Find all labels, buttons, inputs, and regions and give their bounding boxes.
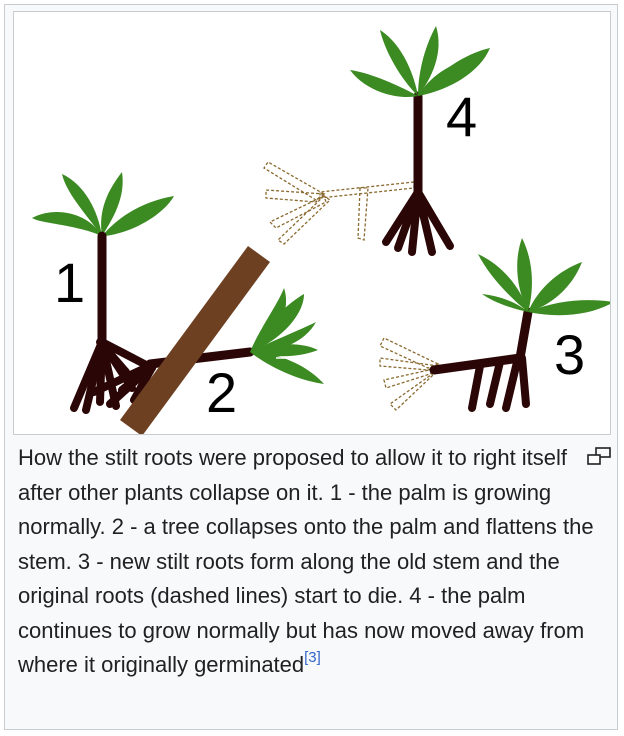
caption-text: How the stilt roots were proposed to all… xyxy=(18,445,594,677)
dead-roots-stage-3 xyxy=(379,337,441,411)
stilt-root xyxy=(468,362,484,412)
roots-stage-2 xyxy=(90,360,158,408)
leaf xyxy=(250,352,324,384)
stilt-root xyxy=(118,360,158,394)
dead-root-dashed xyxy=(379,337,440,369)
leaf xyxy=(62,174,102,236)
palm-stage-2 xyxy=(90,288,324,408)
stilt-root xyxy=(486,358,504,408)
leaf xyxy=(102,220,138,236)
roots-stage-4 xyxy=(382,188,454,256)
dead-root-dashed xyxy=(388,369,439,411)
leaf xyxy=(250,294,304,352)
stilt-root-diagram[interactable]: 1 2 3 4 xyxy=(13,11,611,435)
leaf xyxy=(350,70,418,97)
palm-stage-1 xyxy=(32,172,174,414)
dead-root-dashed xyxy=(265,189,326,203)
stilt-root xyxy=(96,338,130,376)
stilt-root xyxy=(518,354,530,408)
leaf xyxy=(528,300,610,316)
leaf xyxy=(250,288,287,352)
palm-stage-4 xyxy=(263,26,490,256)
stilt-root xyxy=(98,338,156,372)
leaf xyxy=(32,212,102,236)
dead-root-dashed xyxy=(263,161,326,201)
stilt-root xyxy=(502,354,522,412)
roots-stage-3 xyxy=(468,354,530,412)
fallen-tree xyxy=(120,246,270,434)
thumbnail-container: 1 2 3 4 How the stilt roots were propose… xyxy=(4,4,618,730)
leaf xyxy=(380,30,418,96)
dead-root-dashed xyxy=(379,357,441,371)
reference-superscript: [3] xyxy=(304,649,321,666)
leaf xyxy=(250,322,316,353)
dead-root-dashed xyxy=(357,187,369,241)
stage-label-3: 3 xyxy=(554,323,585,386)
leaf xyxy=(528,262,582,312)
figure-caption: How the stilt roots were proposed to all… xyxy=(18,441,610,683)
leaf xyxy=(517,238,532,312)
stilt-root xyxy=(414,188,454,250)
stage-label-2: 2 xyxy=(206,361,237,424)
leaf xyxy=(418,26,439,96)
dead-root-dashed xyxy=(268,195,327,229)
palm-stage-3 xyxy=(379,238,610,412)
stage-label-4: 4 xyxy=(446,85,477,148)
leaf xyxy=(418,60,468,96)
reference-link[interactable]: [3] xyxy=(304,649,321,666)
dead-root-dashed xyxy=(276,195,332,245)
leaf xyxy=(250,344,318,357)
leaf xyxy=(478,254,528,312)
leaf xyxy=(101,172,123,236)
enlarge-icon[interactable] xyxy=(585,446,613,468)
diagram-svg: 1 2 3 4 xyxy=(32,26,610,434)
stage-label-1: 1 xyxy=(54,251,85,314)
dead-root-dashed xyxy=(383,367,439,389)
leaf xyxy=(482,294,528,312)
